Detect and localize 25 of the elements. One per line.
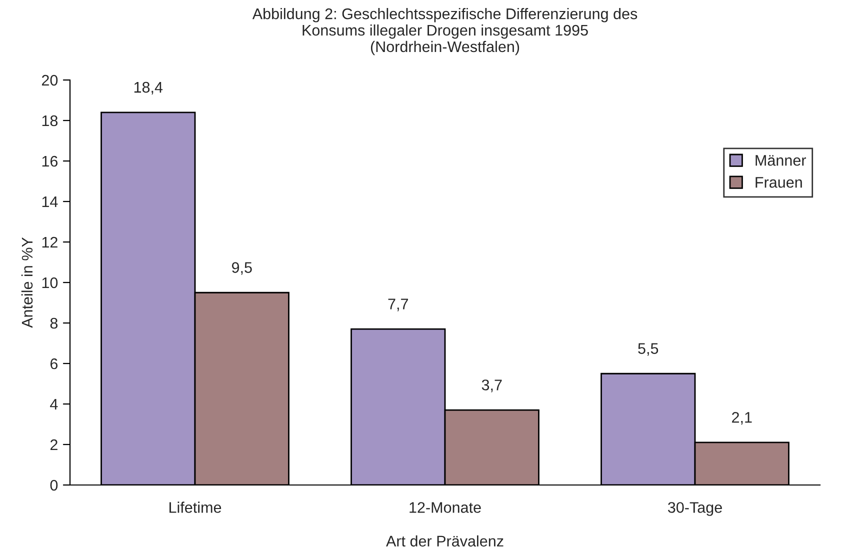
data-label: 5,5	[638, 343, 658, 356]
y-tick-label: 12	[42, 236, 58, 248]
y-tick-label: 4	[50, 399, 58, 410]
y-tick-label: 2	[50, 439, 58, 450]
x-axis-title: Art der Prävalenz	[386, 535, 504, 547]
y-axis-title: Anteile in %Y	[21, 237, 33, 328]
x-tick-label: Lifetime	[170, 502, 222, 513]
y-tick-label: 0	[50, 480, 58, 491]
x-tick-label: 12-Monate	[410, 502, 481, 513]
data-label: 2,1	[732, 412, 752, 425]
x-tick-label: 30-Tage	[668, 502, 722, 516]
y-tick-label: 16	[42, 156, 58, 167]
y-tick-label: 14	[42, 196, 58, 208]
data-label: 7,7	[388, 298, 408, 312]
legend-label: Männer	[756, 155, 806, 166]
y-tick-label: 10	[42, 277, 58, 288]
y-tick-label: 8	[50, 318, 58, 329]
y-tick-label: 20	[42, 74, 58, 86]
data-label: 3,7	[482, 380, 502, 392]
y-tick-label: 18	[42, 115, 58, 126]
data-label: 18,4	[134, 82, 163, 95]
chart-title: Abbildung 2: Geschlechtsspezifische Differenzierung des Konsums illegaler Drogen insgesamt 1995 (Nordrhein-Westfalen)	[252, 8, 638, 56]
legend-label: Frauen	[756, 177, 802, 188]
y-tick-label: 6	[50, 358, 58, 370]
data-label: 9,5	[232, 262, 252, 275]
